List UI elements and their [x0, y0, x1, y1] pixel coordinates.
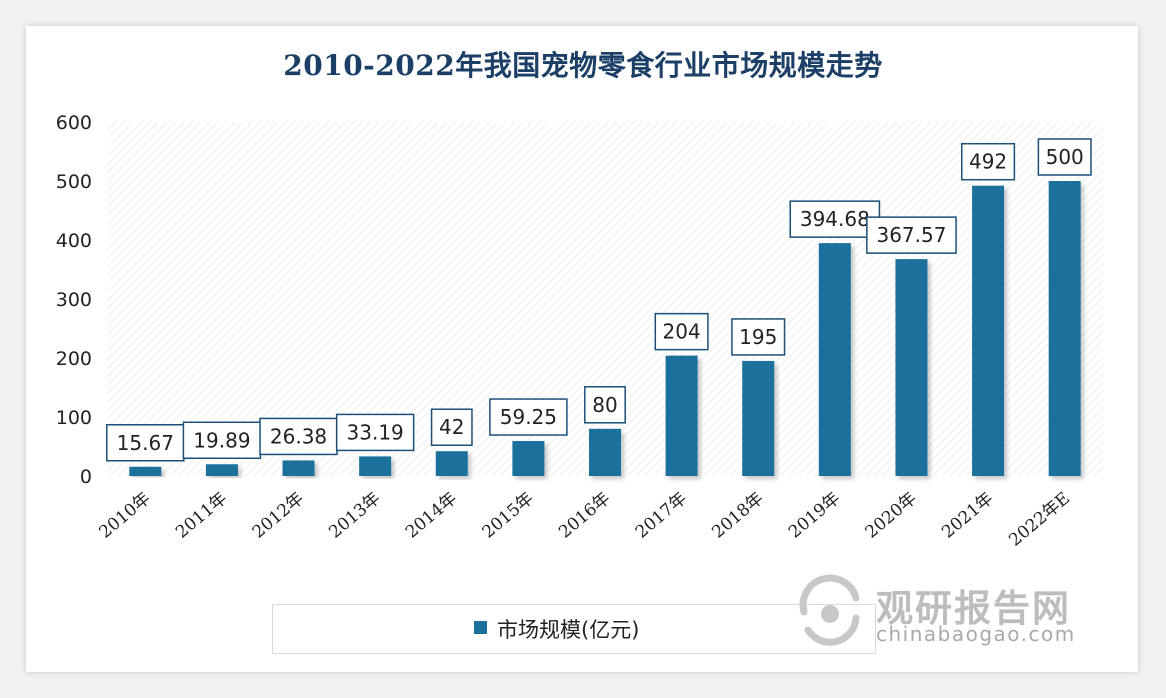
y-tick-label: 600: [56, 112, 92, 134]
bar: [359, 456, 392, 476]
watermark-cn: 观研报告网: [876, 587, 1071, 630]
data-label-box: [654, 312, 709, 351]
data-label-text: 26.38: [270, 424, 327, 448]
data-label-box: [430, 408, 473, 446]
data-label: 367.57: [866, 216, 957, 254]
data-label: 59.25: [489, 398, 568, 436]
data-label-box: [489, 398, 568, 436]
bar: [282, 460, 315, 476]
y-tick-label: 400: [56, 230, 92, 252]
data-label-box: [961, 142, 1016, 181]
x-tick-label: 2014年: [402, 489, 461, 543]
x-tick-label: 2012年: [249, 489, 308, 543]
data-label-text: 492: [969, 150, 1007, 174]
watermark-icon: [799, 574, 860, 646]
y-tick-label: 0: [80, 466, 92, 488]
data-label: 26.38: [259, 417, 338, 456]
data-label-box: [106, 424, 185, 462]
data-label: 15.67: [106, 424, 185, 462]
x-tick-label: 2020年: [862, 489, 921, 543]
bar: [972, 185, 1005, 476]
y-tick-label: 500: [56, 171, 92, 193]
data-label-text: 500: [1046, 145, 1084, 169]
x-tick-label: 2010年: [95, 489, 154, 543]
x-tick-label: 2022年E: [1005, 489, 1074, 551]
x-tick-label: 2016年: [555, 489, 614, 543]
data-label-text: 394.68: [800, 207, 870, 231]
data-label-text: 19.89: [193, 428, 250, 452]
data-label-box: [1037, 138, 1092, 176]
bar: [205, 464, 238, 476]
bar: [665, 355, 698, 476]
data-label-text: 204: [663, 320, 701, 344]
data-label: 42: [430, 408, 473, 446]
data-label-box: [789, 200, 881, 238]
data-label-box: [182, 421, 262, 460]
data-label-text: 15.67: [117, 431, 174, 455]
x-tick-label: 2017年: [632, 489, 691, 543]
bar: [818, 243, 851, 476]
chart-title: 2010-2022年我国宠物零食行业市场规模走势: [283, 49, 883, 82]
data-label-text: 42: [439, 415, 464, 439]
x-axis: 2010年 2011年 2012年 2013年 2014年 2015年 2016年 2017年…: [95, 489, 1073, 551]
data-label: 500: [1037, 138, 1092, 176]
data-label: 204: [654, 312, 709, 351]
data-label: 80: [584, 386, 626, 424]
watermark-en: chinabaogao.com: [876, 622, 1076, 646]
x-tick-label: 2019年: [785, 489, 844, 543]
data-label-text: 367.57: [876, 223, 946, 247]
data-label-box: [866, 216, 957, 254]
legend-label: 市场规模(亿元): [497, 618, 640, 642]
watermark-logo: 观研报告网 chinabaogao.com: [786, 568, 1106, 658]
data-label-text: 59.25: [500, 405, 557, 429]
x-tick-label: 2021年: [938, 489, 997, 543]
y-axis: 0 100 200 300 400 500 600: [56, 112, 92, 488]
x-tick-label: 2013年: [325, 489, 384, 543]
bar: [895, 259, 928, 476]
data-label-text: 33.19: [347, 420, 404, 444]
bar: [129, 466, 162, 476]
data-label: 195: [731, 318, 786, 356]
data-label-box: [335, 413, 415, 452]
bars: [129, 181, 1081, 476]
x-tick-label: 2011年: [172, 489, 231, 543]
data-label-text: 80: [592, 393, 617, 417]
data-label-box: [584, 386, 626, 424]
legend-swatch: [474, 621, 487, 634]
bar: [589, 428, 621, 476]
data-label: 19.89: [182, 421, 262, 460]
data-label: 394.68: [789, 200, 881, 238]
bar: [742, 360, 775, 476]
data-label-text: 195: [739, 325, 777, 349]
y-tick-label: 200: [56, 348, 92, 370]
data-label-box: [259, 417, 338, 456]
x-tick-label: 2015年: [479, 489, 538, 543]
data-label: 33.19: [335, 413, 415, 452]
data-labels: 15.67 19.89 26.38 33.19 42 59.25 80 204 195 394.6…: [106, 138, 1092, 462]
bar: [435, 451, 468, 476]
bar: [512, 441, 545, 476]
data-label: 492: [961, 142, 1016, 181]
bar: [1048, 181, 1081, 476]
y-tick-label: 100: [56, 407, 92, 429]
y-tick-label: 300: [56, 289, 92, 311]
legend: [272, 604, 876, 654]
x-tick-label: 2018年: [708, 489, 767, 543]
data-label-box: [731, 318, 786, 356]
